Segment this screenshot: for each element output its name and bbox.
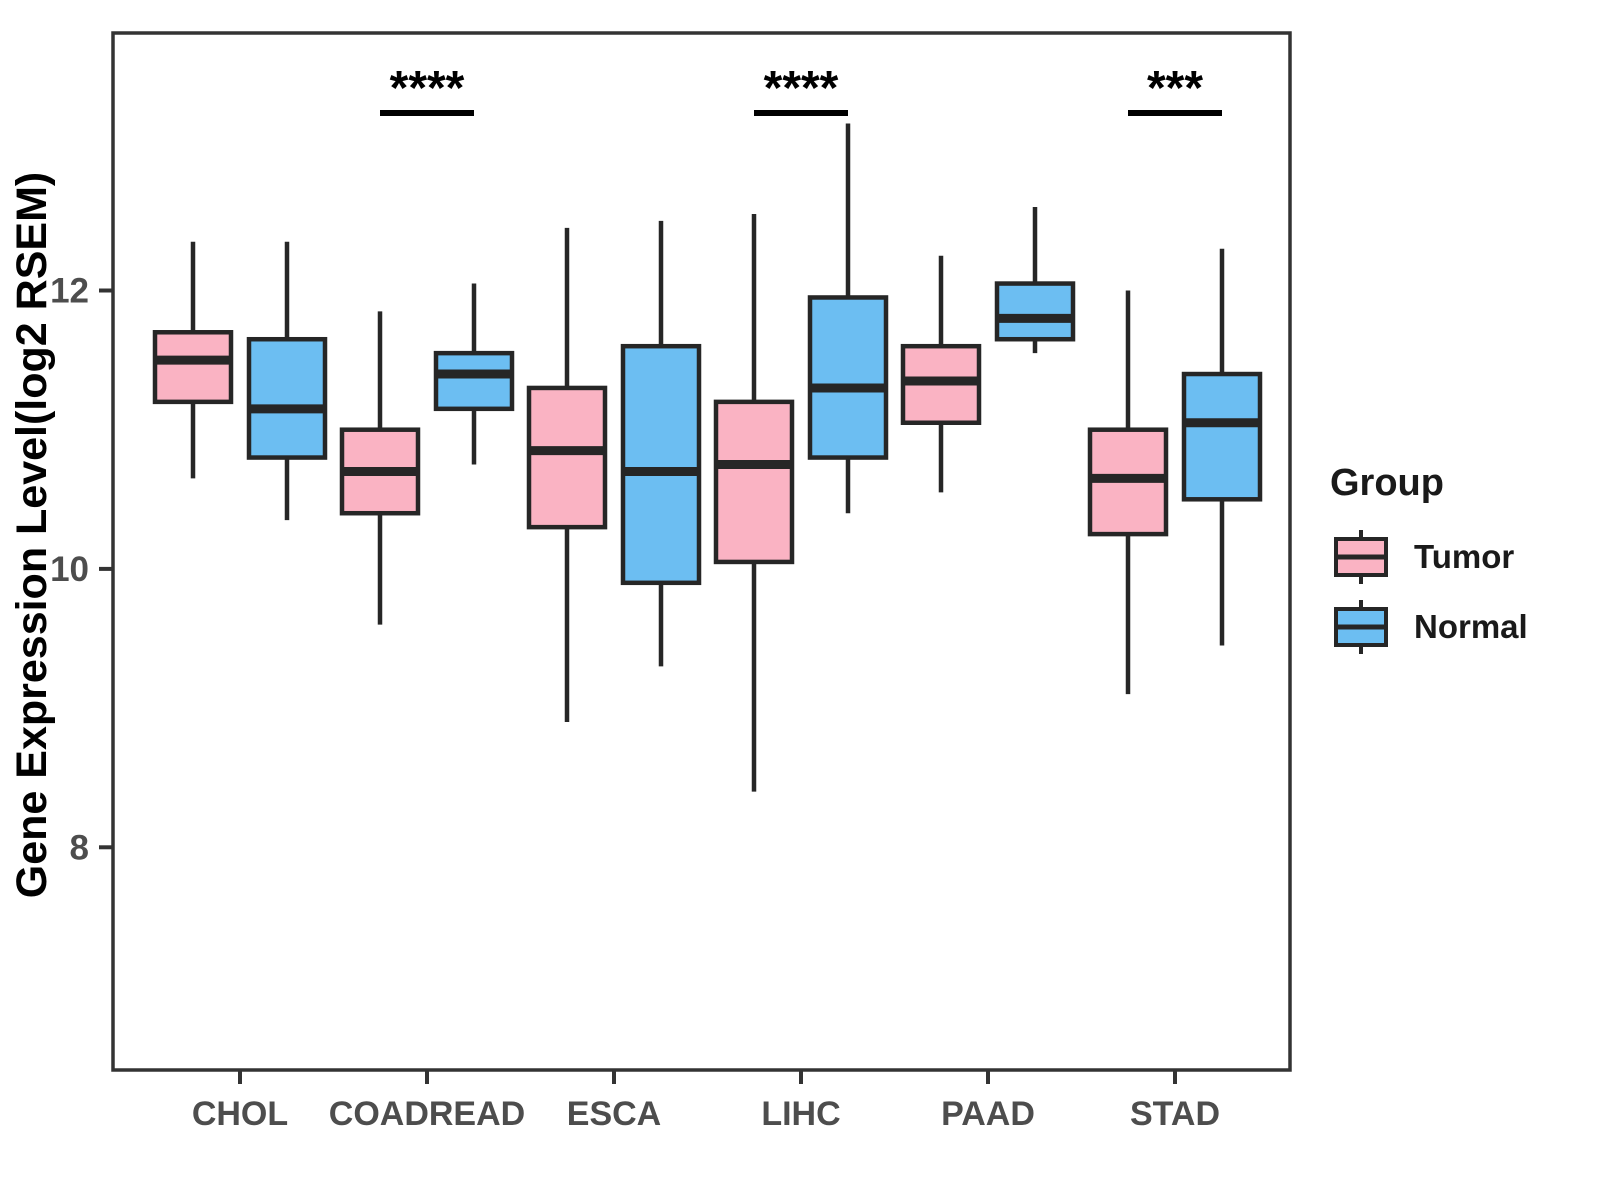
significance-stars-coadread: **** <box>390 62 465 115</box>
y-axis-title: Gene Expression Level(log2 RSEM) <box>8 172 56 898</box>
box-normal-coadread <box>433 350 515 412</box>
legend-label-normal: Normal <box>1414 608 1528 645</box>
x-tick-label-esca: ESCA <box>567 1095 661 1133</box>
legend-keys <box>1334 530 1388 654</box>
legend-title: Group <box>1330 462 1444 504</box>
box-tumor-chol <box>152 330 234 405</box>
y-tick-label-8: 8 <box>70 828 89 867</box>
box-normal-chol <box>246 336 328 460</box>
box-normal-paad <box>994 281 1076 342</box>
x-tick-label-chol: CHOL <box>192 1095 288 1133</box>
box-normal-stad <box>1181 371 1263 502</box>
legend: Group Tumor Normal <box>1330 462 1528 654</box>
box-normal-lihc <box>807 295 889 460</box>
x-tick-label-stad: STAD <box>1130 1095 1220 1133</box>
box-normal-esca <box>620 343 702 586</box>
x-tick-label-coadread: COADREAD <box>329 1095 525 1133</box>
y-tick-label-10: 10 <box>50 550 89 589</box>
box-tumor-lihc <box>713 399 795 565</box>
legend-label-tumor: Tumor <box>1414 538 1514 575</box>
significance-stars-lihc: **** <box>764 62 839 115</box>
plot-panel <box>111 31 1292 1072</box>
y-tick-label-12: 12 <box>50 272 89 311</box>
significance-stars-stad: *** <box>1147 62 1203 115</box>
x-tick-label-lihc: LIHC <box>761 1095 840 1133</box>
box-tumor-esca <box>526 385 608 530</box>
x-tick-label-paad: PAAD <box>941 1095 1035 1133</box>
